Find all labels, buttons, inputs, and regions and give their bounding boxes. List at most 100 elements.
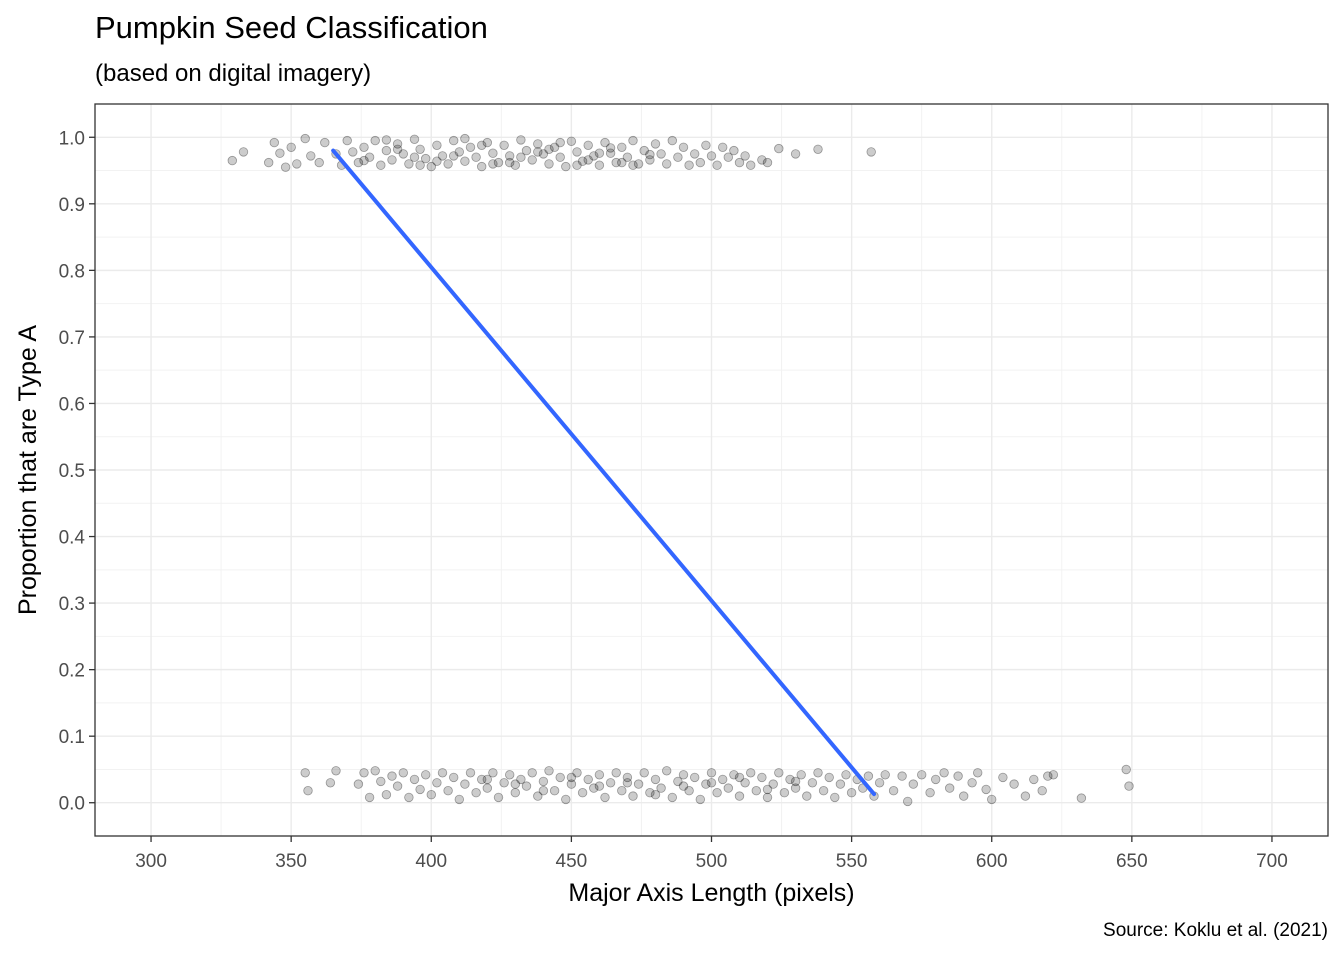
data-point (959, 791, 969, 801)
data-point (925, 788, 935, 798)
data-point (835, 779, 846, 789)
data-point (684, 160, 694, 170)
data-point (1020, 791, 1031, 801)
data-point (533, 139, 543, 149)
data-point (790, 783, 801, 793)
data-point (269, 137, 280, 148)
data-point (238, 147, 249, 157)
data-point (527, 768, 537, 778)
data-point (521, 781, 532, 791)
data-point (314, 157, 324, 168)
data-point (538, 786, 549, 796)
data-point (807, 778, 818, 788)
data-point (1124, 781, 1134, 791)
data-point (409, 134, 420, 145)
data-point (813, 144, 823, 155)
data-point (415, 160, 425, 170)
data-point (376, 776, 386, 787)
data-point (673, 776, 683, 787)
data-point (729, 145, 739, 156)
data-point (650, 790, 661, 800)
data-point (572, 768, 582, 778)
data-point (460, 156, 470, 166)
data-point (370, 766, 380, 776)
data-point (292, 159, 302, 169)
data-point (718, 774, 728, 785)
data-point (874, 778, 885, 788)
data-point (510, 788, 521, 798)
y-axis-title: Proportion that are Type A (14, 325, 42, 615)
data-point (465, 768, 476, 778)
data-point (454, 794, 465, 805)
data-point (449, 772, 459, 783)
data-point (779, 788, 790, 798)
data-point (589, 151, 599, 161)
data-point (227, 155, 238, 166)
data-point (981, 784, 991, 795)
data-point (471, 788, 481, 798)
y-tick-label: 0.7 (59, 328, 85, 349)
data-point (701, 140, 711, 151)
data-point (392, 139, 403, 149)
data-point (645, 149, 655, 160)
data-point (712, 788, 722, 798)
y-tick-label: 0.8 (59, 261, 85, 282)
data-point (348, 147, 358, 157)
data-point (415, 784, 425, 795)
data-point (437, 151, 448, 161)
data-point (538, 149, 549, 159)
data-point (521, 145, 532, 156)
y-tick-label: 0.6 (59, 394, 85, 415)
data-point (639, 145, 649, 156)
x-axis: 300 350 400 450 500 550 600 650 700 (135, 836, 1288, 872)
data-point (533, 147, 543, 157)
data-point (718, 142, 728, 153)
data-point (280, 162, 291, 172)
data-point (622, 772, 633, 783)
data-point (605, 143, 616, 153)
data-point (678, 770, 689, 780)
data-point (650, 774, 661, 785)
data-point (275, 148, 285, 158)
data-point (757, 155, 767, 165)
data-point (583, 140, 593, 151)
data-point (426, 790, 437, 800)
data-point (746, 768, 756, 778)
data-point (701, 779, 711, 789)
data-point (577, 788, 588, 798)
data-point (555, 772, 565, 783)
data-point (432, 140, 442, 151)
data-point (421, 153, 431, 164)
data-point (353, 779, 364, 789)
data-point (863, 771, 874, 781)
data-point (762, 784, 773, 795)
data-point (645, 155, 655, 165)
data-point (813, 768, 823, 778)
data-point (370, 135, 380, 146)
data-point (600, 137, 610, 148)
data-point (566, 136, 577, 147)
data-point (917, 770, 927, 780)
data-point (594, 781, 605, 791)
data-point (645, 788, 655, 798)
data-point (673, 152, 683, 162)
chart-title: Pumpkin Seed Classification (95, 10, 488, 45)
data-point (633, 159, 644, 169)
data-point (488, 768, 498, 778)
data-point (1048, 770, 1059, 780)
x-tick-label: 450 (556, 851, 588, 872)
data-point (488, 148, 498, 158)
data-point (376, 160, 386, 170)
data-point (549, 786, 560, 796)
data-point (617, 157, 627, 168)
data-point (734, 791, 745, 801)
data-point (678, 781, 689, 791)
data-point (973, 768, 983, 778)
data-point (678, 142, 689, 153)
data-point (953, 771, 963, 781)
data-point (477, 140, 487, 151)
data-point (684, 786, 694, 796)
data-point (387, 771, 397, 781)
data-point (566, 779, 577, 789)
